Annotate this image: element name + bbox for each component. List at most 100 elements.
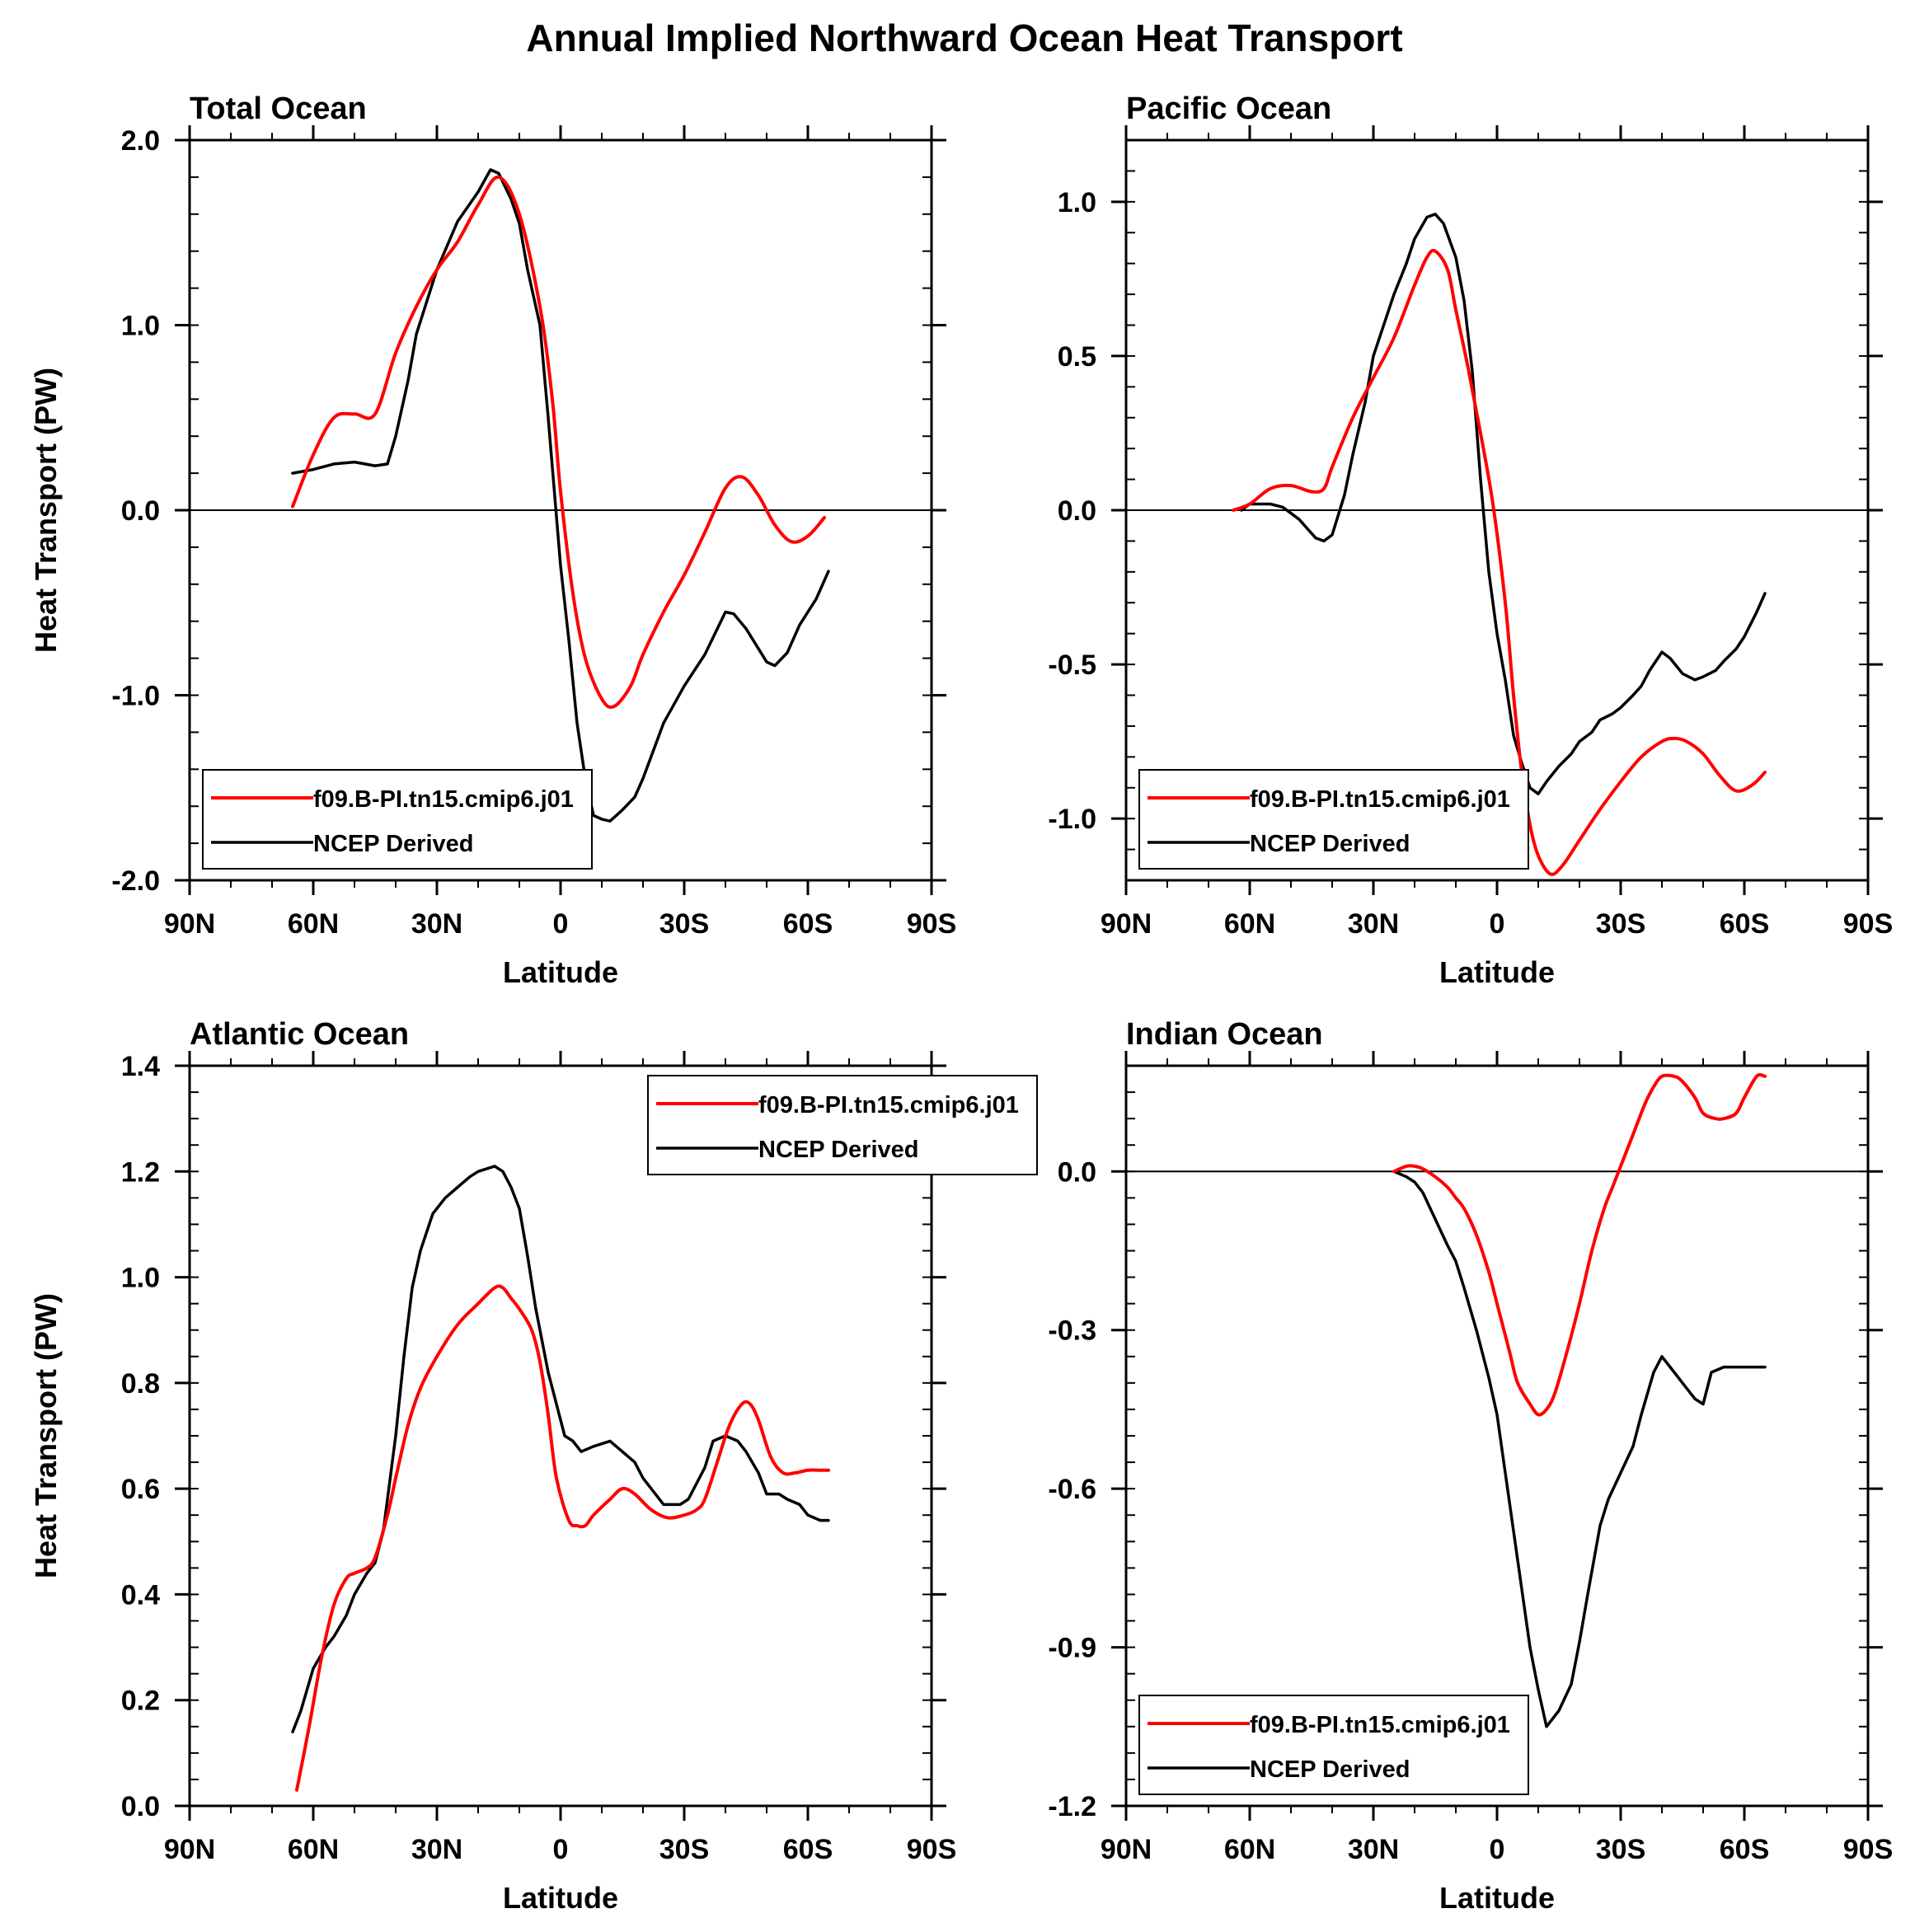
total-ocean-y-tick-label: 0.0 xyxy=(121,495,160,527)
indian-ocean-y-tick-label: -1.2 xyxy=(1048,1791,1096,1822)
pacific-ocean-x-tick-label: 30S xyxy=(1596,908,1646,940)
atlantic-ocean-x-tick-label: 0 xyxy=(553,1834,569,1865)
total-ocean-x-tick-label: 60N xyxy=(288,908,339,940)
atlantic-ocean-x-axis-label: Latitude xyxy=(503,1881,618,1915)
atlantic-ocean-y-tick-label: 0.4 xyxy=(121,1579,160,1611)
atlantic-ocean-y-tick-label: 1.4 xyxy=(121,1051,160,1082)
indian-ocean-x-tick-label: 90N xyxy=(1101,1834,1152,1865)
total-ocean-line-ncep-derived xyxy=(291,168,830,823)
pacific-ocean-x-tick-label: 30N xyxy=(1348,908,1399,940)
indian-ocean-y-tick-label: -0.6 xyxy=(1048,1474,1096,1505)
indian-ocean-y-tick-label: -0.3 xyxy=(1048,1315,1096,1347)
pacific-ocean-x-tick-label: 60N xyxy=(1224,908,1275,940)
pacific-ocean-x-tick-label: 60S xyxy=(1720,908,1770,940)
pacific-ocean-legend-label-ncep-derived: NCEP Derived xyxy=(1250,831,1410,857)
atlantic-ocean-x-tick-label: 90S xyxy=(907,1834,957,1865)
atlantic-ocean-legend-box xyxy=(647,1075,1038,1175)
total-ocean-x-tick-label: 90N xyxy=(164,908,215,940)
indian-ocean-x-tick-label: 0 xyxy=(1490,1834,1505,1865)
atlantic-ocean-x-tick-label: 90N xyxy=(164,1834,215,1865)
total-ocean-y-tick-label: -1.0 xyxy=(111,681,160,712)
indian-ocean-legend: f09.B-PI.tn15.cmip6.j01 NCEP Derived xyxy=(1138,1695,1529,1795)
atlantic-ocean-y-tick-label: 0.0 xyxy=(121,1791,160,1822)
indian-ocean-line-ncep-derived xyxy=(1392,1170,1767,1728)
pacific-ocean-plot-frame xyxy=(1124,138,1870,882)
indian-ocean-series-group xyxy=(1392,1072,1767,1728)
figure-title: Annual Implied Northward Ocean Heat Tran… xyxy=(526,16,1402,59)
atlantic-ocean-line-f09-b-pi-tn15-cmip6-j01 xyxy=(295,1284,830,1792)
atlantic-ocean-legend-label-f09-b-pi-tn15-cmip6-j01: f09.B-PI.tn15.cmip6.j01 xyxy=(758,1092,1019,1118)
total-ocean-legend: f09.B-PI.tn15.cmip6.j01 NCEP Derived xyxy=(202,769,593,870)
total-ocean-legend-label-ncep-derived: NCEP Derived xyxy=(313,831,474,857)
indian-ocean-x-tick-label: 30N xyxy=(1348,1834,1399,1865)
total-ocean-series-group xyxy=(291,168,830,823)
atlantic-ocean-series-group xyxy=(291,1165,830,1792)
pacific-ocean-panel: Pacific Ocean 90N 60N 30N 0 30S 60S 90S -1.0 -0.5… xyxy=(1048,91,1893,989)
indian-ocean-x-axis-label: Latitude xyxy=(1439,1881,1555,1915)
total-ocean-legend-box xyxy=(202,769,593,870)
total-ocean-x-axis-label: Latitude xyxy=(503,955,618,989)
indian-ocean-y-tick-label: 0.0 xyxy=(1058,1156,1096,1188)
total-ocean-x-tick-label: 60S xyxy=(783,908,833,940)
pacific-ocean-y-tick-label: 0.5 xyxy=(1058,341,1096,373)
indian-ocean-title: Indian Ocean xyxy=(1126,1017,1323,1052)
pacific-ocean-x-tick-label: 90S xyxy=(1843,908,1894,940)
total-ocean-panel: Total Ocean 90N 60N 30N 0 30S 60S 90S -2.0 -1.0 0.… xyxy=(29,91,956,989)
atlantic-ocean-legend: f09.B-PI.tn15.cmip6.j01 NCEP Derived xyxy=(647,1075,1038,1175)
indian-ocean-x-tick-label: 60N xyxy=(1224,1834,1275,1865)
total-ocean-plot-frame xyxy=(188,138,933,882)
pacific-ocean-title: Pacific Ocean xyxy=(1126,91,1331,126)
total-ocean-legend-label-f09-b-pi-tn15-cmip6-j01: f09.B-PI.tn15.cmip6.j01 xyxy=(313,786,574,813)
indian-ocean-x-tick-label: 60S xyxy=(1720,1834,1770,1865)
atlantic-ocean-x-tick-label: 30S xyxy=(659,1834,710,1865)
indian-ocean-x-tick-label: 90S xyxy=(1843,1834,1894,1865)
total-ocean-y-tick-label: 2.0 xyxy=(121,125,160,157)
atlantic-ocean-panel: Atlantic Ocean 90N 60N 30N 0 30S 60S 90S 0.0 0.2 0… xyxy=(29,1017,1038,1915)
indian-ocean-x-tick-label: 30S xyxy=(1596,1834,1646,1865)
indian-ocean-y-tick-label: -0.9 xyxy=(1048,1633,1096,1664)
total-ocean-x-tick-label: 90S xyxy=(907,908,957,940)
panels: Total Ocean 90N 60N 30N 0 30S 60S 90S -2.0 -1.0 0.… xyxy=(29,91,1893,1915)
pacific-ocean-legend-box xyxy=(1138,769,1529,870)
total-ocean-x-tick-label: 30S xyxy=(659,908,710,940)
atlantic-ocean-title: Atlantic Ocean xyxy=(190,1017,409,1052)
atlantic-ocean-legend-label-ncep-derived: NCEP Derived xyxy=(758,1137,919,1163)
total-ocean-line-f09-b-pi-tn15-cmip6-j01 xyxy=(291,175,826,710)
pacific-ocean-line-ncep-derived xyxy=(1240,213,1767,795)
total-ocean-x-tick-label: 0 xyxy=(553,908,569,940)
atlantic-ocean-y-tick-label: 1.0 xyxy=(121,1263,160,1294)
pacific-ocean-legend: f09.B-PI.tn15.cmip6.j01 NCEP Derived xyxy=(1138,769,1529,870)
pacific-ocean-y-tick-label: -1.0 xyxy=(1048,804,1096,835)
total-ocean-title: Total Ocean xyxy=(190,91,367,126)
total-ocean-y-tick-label: 1.0 xyxy=(121,311,160,342)
atlantic-ocean-y-axis-label: Heat Transport (PW) xyxy=(29,1293,63,1578)
pacific-ocean-x-axis-label: Latitude xyxy=(1439,955,1555,989)
pacific-ocean-x-tick-label: 0 xyxy=(1490,908,1505,940)
atlantic-ocean-y-tick-label: 0.6 xyxy=(121,1474,160,1505)
atlantic-ocean-y-tick-label: 0.8 xyxy=(121,1368,160,1400)
pacific-ocean-line-f09-b-pi-tn15-cmip6-j01 xyxy=(1232,248,1767,876)
total-ocean-y-tick-label: -2.0 xyxy=(111,865,160,897)
pacific-ocean-y-tick-label: -0.5 xyxy=(1048,649,1096,681)
pacific-ocean-series-group xyxy=(1232,213,1767,876)
indian-ocean-legend-label-f09-b-pi-tn15-cmip6-j01: f09.B-PI.tn15.cmip6.j01 xyxy=(1250,1712,1510,1738)
atlantic-ocean-y-tick-label: 0.2 xyxy=(121,1686,160,1717)
indian-ocean-legend-label-ncep-derived: NCEP Derived xyxy=(1250,1756,1410,1783)
pacific-ocean-legend-label-f09-b-pi-tn15-cmip6-j01: f09.B-PI.tn15.cmip6.j01 xyxy=(1250,786,1510,813)
atlantic-ocean-x-tick-label: 30N xyxy=(411,1834,462,1865)
indian-ocean-plot-frame xyxy=(1124,1064,1870,1808)
indian-ocean-panel: Indian Ocean 90N 60N 30N 0 30S 60S 90S -1.2 -0.9 -… xyxy=(1048,1017,1893,1915)
atlantic-ocean-y-tick-label: 1.2 xyxy=(121,1156,160,1188)
pacific-ocean-y-tick-label: 0.0 xyxy=(1058,495,1096,527)
atlantic-ocean-x-tick-label: 60S xyxy=(783,1834,833,1865)
total-ocean-y-axis-label: Heat Transport (PW) xyxy=(29,368,63,653)
indian-ocean-line-f09-b-pi-tn15-cmip6-j01 xyxy=(1392,1072,1767,1417)
pacific-ocean-x-tick-label: 90N xyxy=(1101,908,1152,940)
atlantic-ocean-x-tick-label: 60N xyxy=(288,1834,339,1865)
indian-ocean-legend-box xyxy=(1138,1695,1529,1795)
pacific-ocean-y-tick-label: 1.0 xyxy=(1058,187,1096,218)
atlantic-ocean-plot-frame xyxy=(188,1064,933,1808)
total-ocean-x-tick-label: 30N xyxy=(411,908,462,940)
